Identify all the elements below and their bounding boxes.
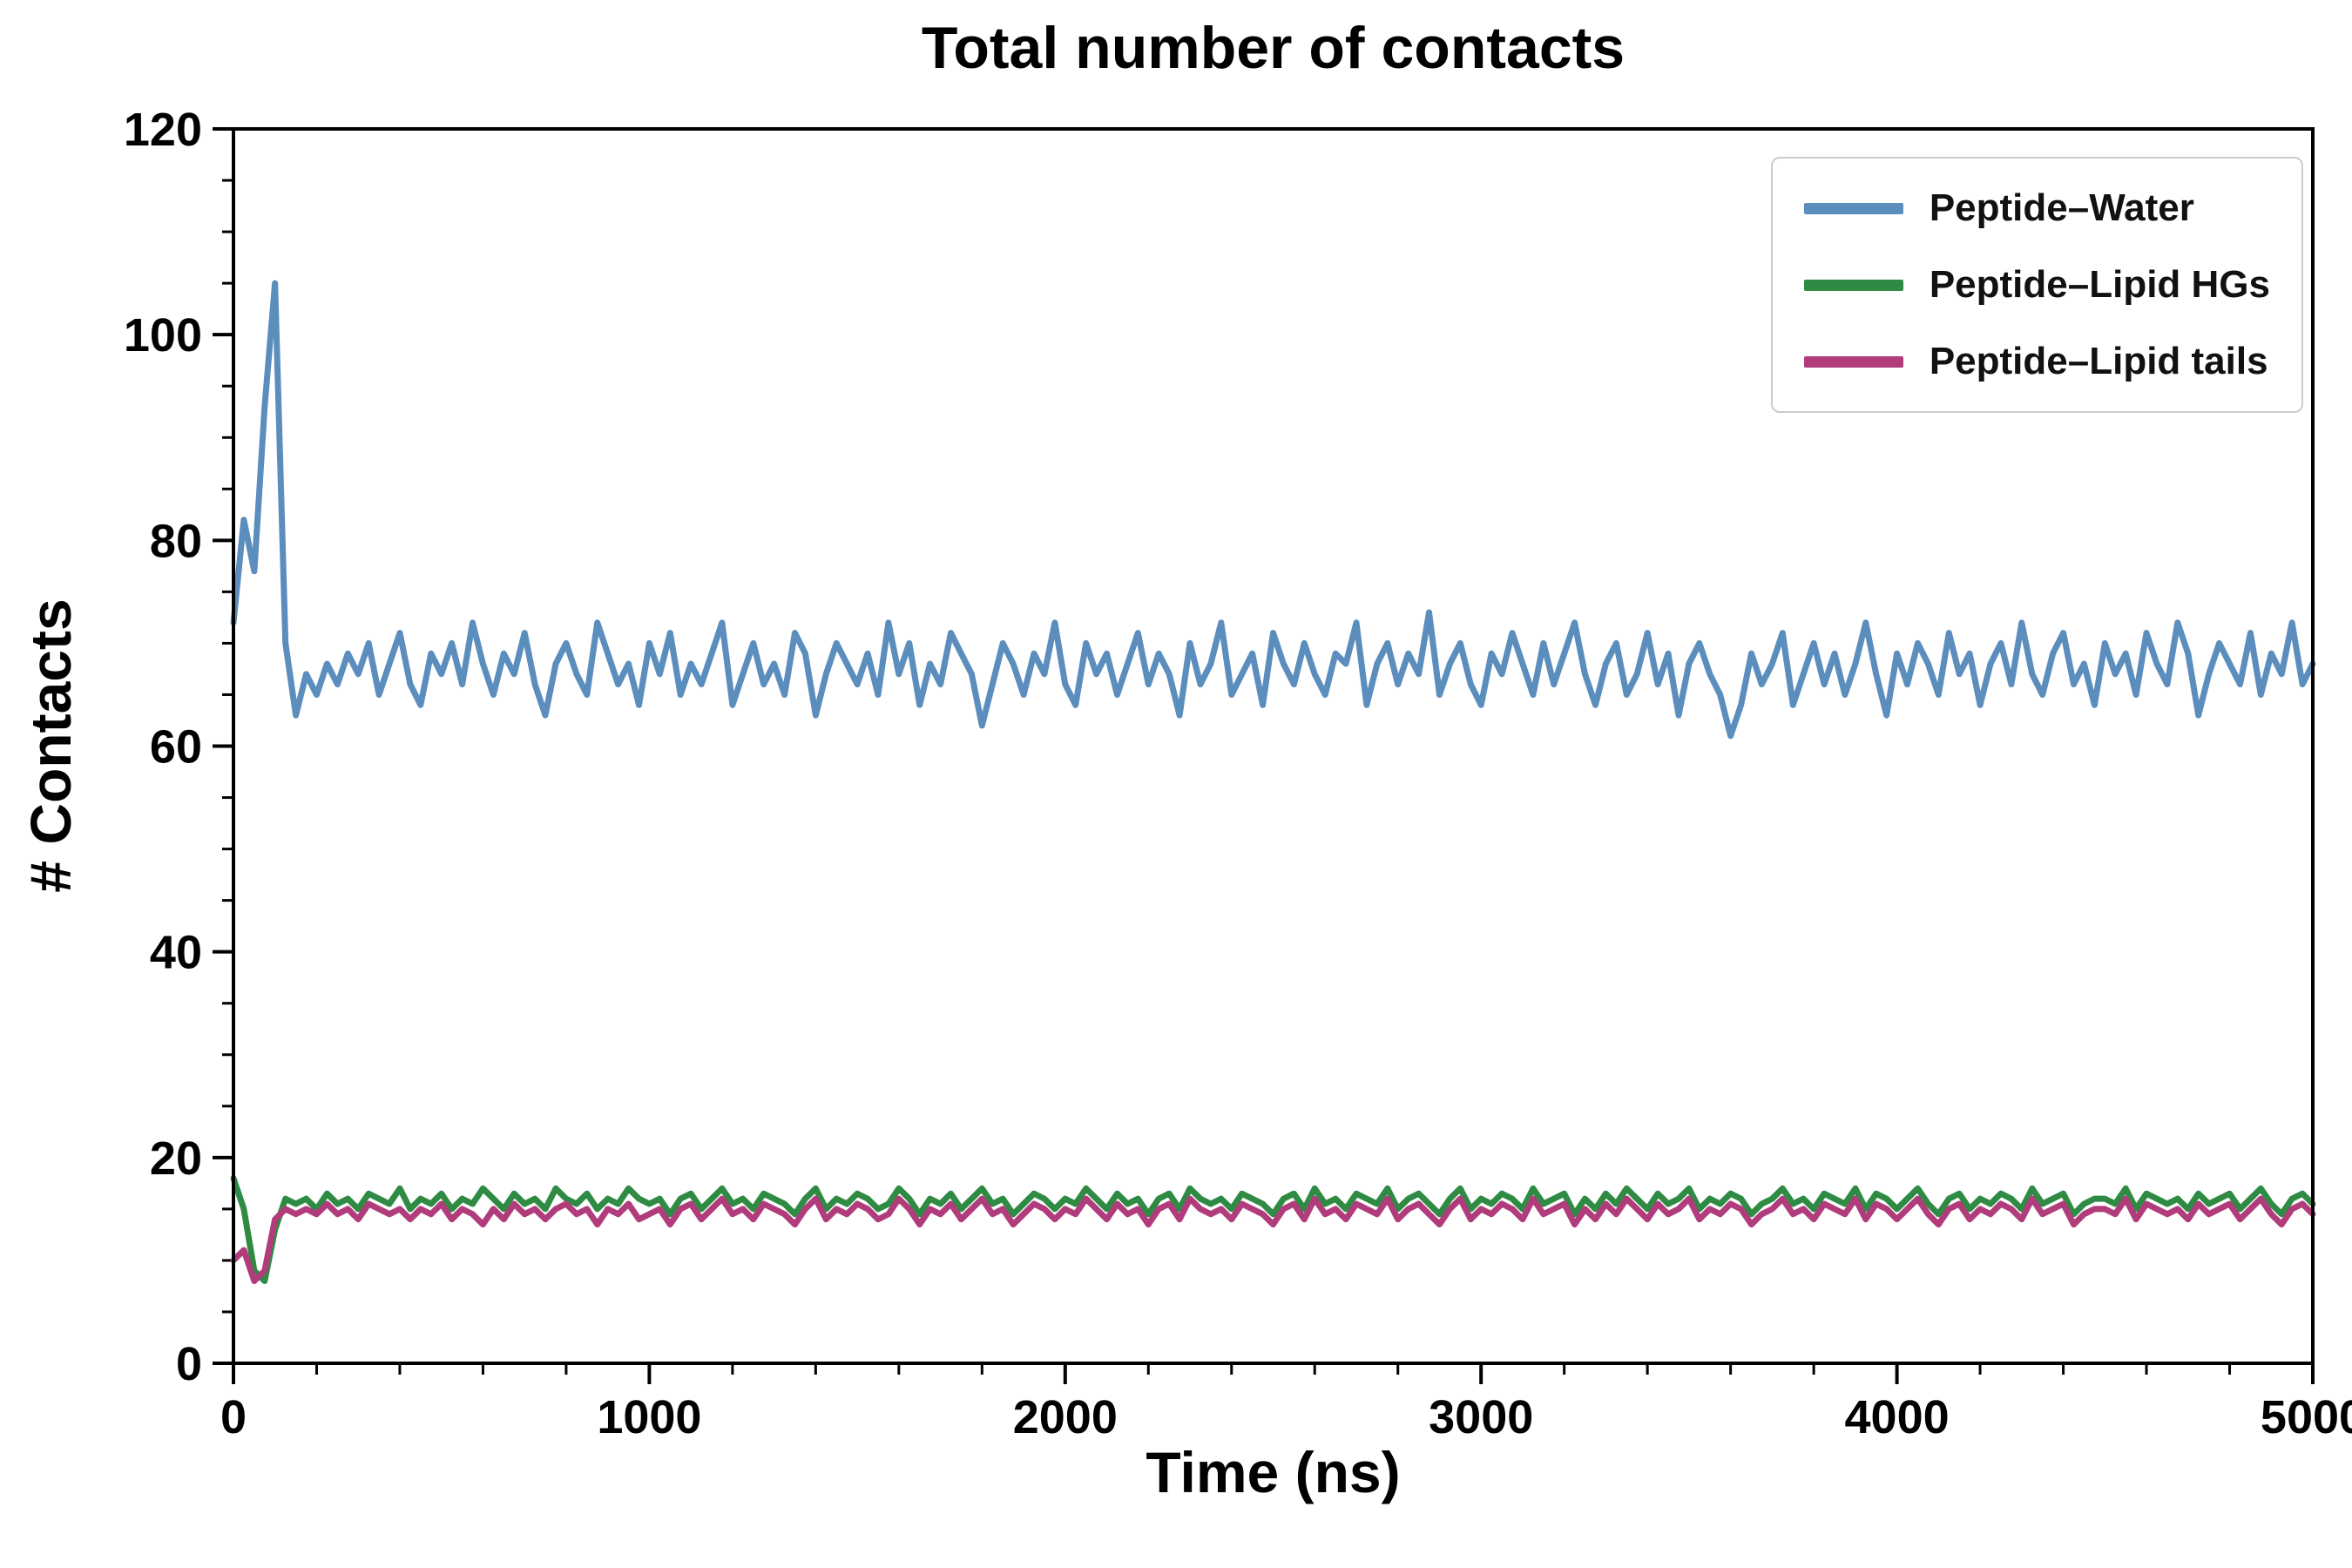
legend-label-peptide-lipid-tails: Peptide–Lipid tails [1929,340,2268,382]
peptide-water-swatch-icon [1803,202,1903,214]
x-tick-label: 2000 [1013,1391,1118,1443]
series-line-2 [230,1195,2316,1284]
y-tick-label: 120 [124,104,202,156]
x-tick-label: 3000 [1429,1391,1533,1443]
legend-label-peptide-water: Peptide–Water [1929,186,2194,229]
series-line-1 [230,1175,2316,1284]
y-tick-label: 100 [124,309,202,362]
peptide-lipid-hgs-swatch-icon [1803,279,1903,291]
legend: Peptide–Water Peptide–Lipid HGs Peptide–… [1770,157,2303,413]
axes-frame [232,127,2315,1365]
x-tick-label: 4000 [1845,1391,1950,1443]
y-tick-label: 20 [150,1132,202,1185]
legend-item-peptide-lipid-hgs: Peptide–Lipid HGs [1803,263,2270,307]
legend-label-peptide-lipid-hgs: Peptide–Lipid HGs [1929,263,2270,306]
x-tick-label: 1000 [597,1391,701,1443]
legend-item-peptide-lipid-tails: Peptide–Lipid tails [1803,340,2270,383]
y-tick-label: 80 [150,515,202,567]
series-line-0 [230,280,2316,740]
x-axis-label: Time (ns) [1146,1440,1401,1504]
legend-item-peptide-water: Peptide–Water [1803,186,2270,230]
chart-title: Total number of contacts [921,15,1625,81]
x-tick-label: 0 [220,1391,247,1443]
y-tick-label: 60 [150,721,202,774]
y-tick-label: 40 [150,927,202,979]
y-tick-label: 0 [176,1338,202,1390]
peptide-lipid-tails-swatch-icon [1803,355,1903,368]
